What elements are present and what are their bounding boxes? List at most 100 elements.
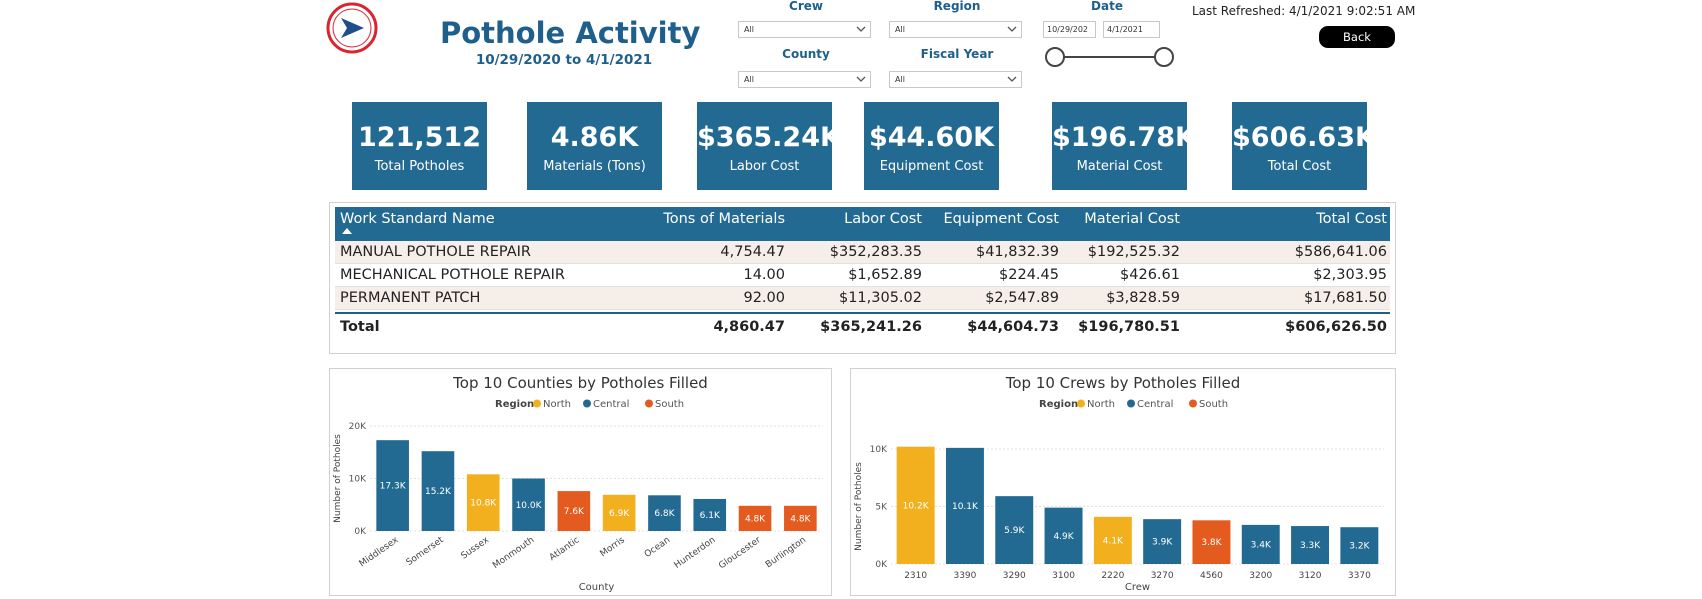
bar-data-label: 5.9K <box>1004 526 1025 536</box>
bar <box>648 495 681 531</box>
crew-filter-dropdown[interactable]: All <box>738 21 871 38</box>
bar-data-label: 10.2K <box>903 501 930 511</box>
bar <box>738 505 772 531</box>
bar-data-label: 6.8K <box>654 509 675 519</box>
x-tick-label: 2310 <box>904 571 927 581</box>
date-slider-start-handle[interactable] <box>1045 47 1065 67</box>
x-tick-label: 3100 <box>1052 571 1075 581</box>
bar-data-label: 6.9K <box>609 509 630 519</box>
x-tick-label: Burlington <box>764 535 808 570</box>
kpi-value: $196.78K <box>1052 122 1196 153</box>
chevron-down-icon <box>856 26 866 32</box>
date-slider-track[interactable] <box>1056 56 1164 58</box>
date-slider-end-handle[interactable] <box>1154 47 1174 67</box>
kpi-card-total-cost: $606.63K Total Cost <box>1232 102 1376 190</box>
legend-title: Region <box>1039 399 1078 410</box>
x-tick-label: 3290 <box>1003 571 1026 581</box>
cell-labor-cost: $1,652.89 <box>848 267 922 283</box>
y-axis-label: Number of Potholes <box>854 462 864 551</box>
cell-total-material-cost: $196,780.51 <box>1078 319 1180 335</box>
cell-tons: 92.00 <box>743 290 785 306</box>
kpi-card-materials: 4.86K Materials (Tons) <box>527 102 662 190</box>
kpi-value: 121,512 <box>358 122 481 153</box>
cell-total-labor-cost: $365,241.26 <box>820 319 922 335</box>
bar-data-label: 15.2K <box>425 487 452 497</box>
bar-data-label: 3.8K <box>1201 538 1222 548</box>
y-tick-label: 10K <box>870 445 888 455</box>
cell-work-standard: PERMANENT PATCH <box>340 290 481 306</box>
legend-marker <box>533 399 541 408</box>
bar <box>466 474 500 531</box>
bar-data-label: 10.1K <box>952 502 979 512</box>
crews-bar-chart: Top 10 Crews by Potholes Filled Region Nor… <box>854 374 1384 593</box>
column-header-material-cost[interactable]: Material Cost <box>1084 211 1180 227</box>
kpi-card-material-cost: $196.78K Material Cost <box>1052 102 1196 190</box>
y-tick-label: 0K <box>875 560 888 570</box>
bar-data-label: 3.3K <box>1300 541 1321 551</box>
counties-chart-panel: Top 10 Counties by Potholes Filled Region… <box>329 368 832 596</box>
y-tick-label: 10K <box>349 475 367 485</box>
date-end-input[interactable]: 4/1/2021 <box>1103 21 1160 38</box>
legend-marker <box>1189 399 1197 408</box>
counties-bar-chart: Top 10 Counties by Potholes Filled Region… <box>333 374 823 593</box>
legend-marker <box>1127 399 1135 408</box>
x-tick-label: 3390 <box>953 571 976 581</box>
kpi-value: $365.24K <box>697 122 841 153</box>
cell-total-cost: $586,641.06 <box>1294 244 1387 260</box>
cell-work-standard: MECHANICAL POTHOLE REPAIR <box>340 267 565 283</box>
legend-item-label: Central <box>1137 399 1173 410</box>
fiscal-year-filter-label: Fiscal Year <box>920 47 994 61</box>
date-filter-label: Date <box>1091 0 1123 13</box>
bar <box>376 440 409 531</box>
bar <box>512 478 545 531</box>
kpi-label: Total Potholes <box>374 159 465 174</box>
bar <box>602 494 636 531</box>
cell-total-label: Total <box>340 319 380 335</box>
chart-title: Top 10 Crews by Potholes Filled <box>1005 374 1241 392</box>
bar-data-label: 17.3K <box>380 482 407 492</box>
column-header-equipment-cost[interactable]: Equipment Cost <box>943 211 1059 227</box>
bar <box>693 498 727 531</box>
cell-total-cost: $17,681.50 <box>1303 290 1387 306</box>
county-filter-dropdown[interactable]: All <box>738 71 871 88</box>
bar-data-label: 3.2K <box>1349 542 1370 552</box>
cell-tons: 4,754.47 <box>720 244 785 260</box>
kpi-card-total-potholes: 121,512 Total Potholes <box>352 102 487 190</box>
column-header-work-standard-name[interactable]: Work Standard Name <box>340 211 495 227</box>
legend-marker <box>645 399 653 408</box>
x-tick-label: Atlantic <box>548 535 582 563</box>
cell-equipment-cost: $41,832.39 <box>975 244 1059 260</box>
region-filter-label: Region <box>933 0 981 13</box>
cell-material-cost: $3,828.59 <box>1106 290 1180 306</box>
bar <box>1093 516 1132 564</box>
kpi-label: Materials (Tons) <box>543 159 646 174</box>
bar <box>557 491 591 531</box>
kpi-value: 4.86K <box>550 122 639 153</box>
bar <box>421 451 455 531</box>
date-start-input[interactable]: 10/29/202 <box>1043 21 1096 38</box>
cell-total-equipment-cost: $44,604.73 <box>967 319 1059 335</box>
table-row: MANUAL POTHOLE REPAIR 4,754.47 $352,283.… <box>335 241 1390 264</box>
column-header-labor-cost[interactable]: Labor Cost <box>844 211 922 227</box>
chevron-down-icon <box>856 76 866 82</box>
column-header-tons[interactable]: Tons of Materials <box>663 211 785 227</box>
x-tick-label: 3120 <box>1299 571 1322 581</box>
back-button[interactable]: Back <box>1319 26 1395 48</box>
column-header-total-cost[interactable]: Total Cost <box>1316 211 1387 227</box>
bar-data-label: 4.8K <box>790 514 811 524</box>
fiscal-year-filter-dropdown[interactable]: All <box>889 71 1022 88</box>
work-standard-table-panel <box>329 202 1396 354</box>
legend-item-label: South <box>655 399 684 410</box>
x-tick-label: Sussex <box>459 535 491 562</box>
bar <box>1143 519 1182 564</box>
crew-filter-label: Crew <box>789 0 823 13</box>
chevron-down-icon <box>1007 26 1017 32</box>
bar-data-label: 3.9K <box>1152 538 1173 548</box>
page-title: Pothole Activity <box>440 16 701 50</box>
region-filter-dropdown[interactable]: All <box>889 21 1022 38</box>
chart-title: Top 10 Counties by Potholes Filled <box>452 374 708 392</box>
fiscal-year-filter-value: All <box>895 75 905 84</box>
chevron-down-icon <box>1007 76 1017 82</box>
kpi-value: $606.63K <box>1232 122 1376 153</box>
last-refreshed-text: Last Refreshed: 4/1/2021 9:02:51 AM <box>1192 4 1416 18</box>
